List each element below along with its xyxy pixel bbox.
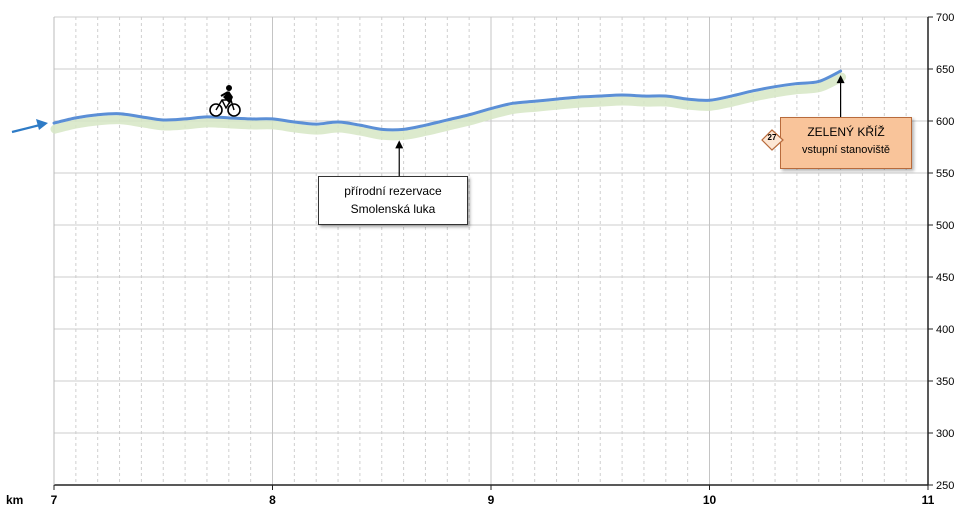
diamond-icon bbox=[761, 129, 784, 151]
axes bbox=[53, 16, 933, 490]
reserve-pointer-head bbox=[395, 140, 404, 149]
annotation-nature-reserve: přírodní rezervace Smolenská luka bbox=[318, 176, 468, 225]
stop-number-badge: 27 bbox=[761, 129, 785, 151]
annotation-cross-line1: ZELENÝ KŘÍŽ bbox=[807, 125, 885, 139]
series-shadow bbox=[50, 72, 847, 141]
x-tick-label: 11 bbox=[922, 493, 935, 507]
start-arrow-icon bbox=[11, 119, 48, 134]
annotation-cross-line2: vstupní stanoviště bbox=[801, 144, 891, 156]
cross-pointer-head bbox=[836, 75, 845, 84]
minor-gridlines bbox=[75, 17, 907, 485]
y-tick-label: 550 bbox=[936, 168, 954, 180]
y-tick-label: 400 bbox=[936, 324, 954, 336]
annotation-reserve-line2: Smolenská luka bbox=[350, 202, 436, 216]
y-tick-label: 600 bbox=[936, 116, 954, 128]
x-tick-label: 7 bbox=[51, 493, 58, 507]
series-line bbox=[52, 69, 843, 132]
y-tick-label: 650 bbox=[936, 64, 954, 76]
cyclist-icon bbox=[209, 85, 241, 117]
y-tick-label: 350 bbox=[936, 376, 954, 388]
y-tick-label: 500 bbox=[936, 220, 954, 232]
annotation-pointers bbox=[395, 75, 845, 176]
x-tick-label: 10 bbox=[703, 493, 717, 507]
y-tick-label: 250 bbox=[936, 480, 954, 492]
x-tick-labels: km 7 8 9 10 11 bbox=[6, 493, 935, 507]
stop-number: 27 bbox=[767, 133, 777, 142]
y-tick-label: 450 bbox=[936, 272, 954, 284]
series-shadow-path bbox=[50, 72, 847, 141]
y-tick-label: 300 bbox=[936, 428, 954, 440]
x-tick-label: 8 bbox=[269, 493, 276, 507]
annotation-reserve-line1: přírodní rezervace bbox=[344, 184, 442, 198]
annotation-zeleny-kriz: ZELENÝ KŘÍŽ vstupní stanoviště bbox=[780, 117, 912, 169]
y-tick-labels: 250 300 350 400 450 500 550 600 650 700 bbox=[936, 12, 954, 492]
x-unit-label: km bbox=[6, 493, 23, 507]
y-tick-label: 700 bbox=[936, 12, 954, 24]
x-tick-label: 9 bbox=[488, 493, 495, 507]
series-line-path bbox=[52, 69, 843, 132]
